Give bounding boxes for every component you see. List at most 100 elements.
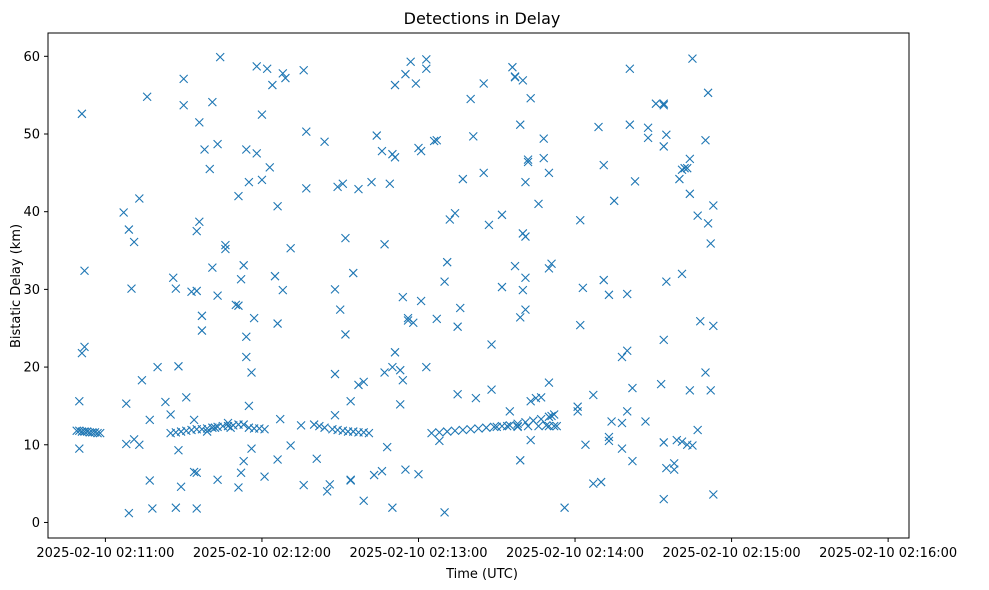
data-point — [395, 399, 405, 409]
data-point — [166, 410, 176, 419]
data-point — [680, 163, 690, 173]
data-point — [672, 435, 682, 445]
data-point — [241, 332, 251, 342]
data-point — [518, 76, 528, 85]
data-point — [466, 424, 476, 434]
data-point — [335, 305, 345, 314]
data-point — [466, 94, 476, 104]
data-point — [377, 466, 387, 476]
data-point — [581, 440, 590, 450]
data-point — [434, 436, 444, 446]
data-point — [239, 260, 249, 270]
data-point — [708, 201, 718, 210]
data-point — [575, 215, 585, 225]
data-point — [213, 475, 222, 485]
data-point — [547, 259, 556, 269]
data-point — [197, 326, 207, 335]
data-point — [320, 137, 329, 147]
data-point — [273, 455, 282, 464]
data-point — [442, 257, 452, 267]
data-point — [95, 428, 105, 438]
data-point — [234, 301, 243, 311]
data-point — [693, 425, 703, 435]
data-point — [628, 383, 637, 393]
y-tick-label: 20 — [23, 361, 40, 376]
data-point — [221, 240, 230, 250]
data-point — [231, 300, 241, 310]
data-point — [398, 375, 408, 385]
data-point — [659, 99, 669, 109]
data-point — [643, 123, 653, 133]
data-point — [677, 437, 687, 447]
data-point — [515, 120, 525, 130]
data-point — [174, 361, 183, 371]
data-point — [273, 201, 282, 211]
data-point — [487, 340, 496, 349]
data-point — [320, 423, 329, 433]
data-point — [505, 406, 515, 416]
data-point — [604, 436, 614, 446]
data-point — [442, 427, 452, 436]
data-point — [416, 146, 426, 156]
x-tick-label: 2025-02-10 02:14:00 — [506, 546, 644, 561]
data-point — [257, 110, 267, 119]
data-point — [669, 465, 679, 475]
data-point — [526, 93, 536, 103]
data-point — [286, 243, 296, 253]
data-point — [429, 136, 439, 146]
data-point — [124, 508, 134, 518]
y-tick-label: 40 — [23, 205, 40, 220]
x-tick-label: 2025-02-10 02:16:00 — [819, 546, 957, 561]
data-point — [354, 380, 363, 390]
data-point — [124, 225, 134, 234]
data-point — [314, 421, 324, 431]
data-point — [411, 79, 421, 88]
data-point — [382, 442, 392, 452]
data-point — [661, 277, 671, 287]
data-point — [421, 64, 431, 74]
data-point — [372, 131, 382, 140]
y-tick-label: 50 — [23, 128, 40, 143]
y-tick-label: 10 — [23, 438, 40, 453]
x-tick-label: 2025-02-10 02:12:00 — [193, 546, 331, 561]
data-point — [189, 415, 199, 425]
data-point — [641, 417, 650, 426]
data-point — [505, 420, 515, 430]
data-point — [651, 99, 661, 109]
data-points-group — [72, 52, 718, 518]
plot-frame — [47, 32, 910, 539]
data-point — [80, 266, 89, 276]
data-point — [388, 503, 397, 513]
data-point — [221, 244, 230, 254]
data-point — [510, 261, 520, 271]
data-point — [484, 220, 494, 230]
data-point — [145, 476, 155, 485]
data-point — [401, 465, 410, 475]
data-point — [526, 435, 536, 445]
data-point — [330, 369, 340, 379]
data-point — [625, 120, 635, 130]
data-point — [440, 277, 449, 287]
data-point — [354, 184, 363, 194]
data-point — [479, 168, 489, 178]
data-point — [523, 421, 533, 431]
data-point — [622, 406, 632, 416]
data-point — [701, 135, 710, 145]
data-point — [607, 417, 616, 426]
data-point — [523, 155, 533, 165]
data-point — [513, 422, 523, 432]
data-point — [207, 263, 217, 273]
data-point — [575, 320, 585, 330]
data-point — [701, 368, 710, 377]
data-point — [270, 271, 280, 281]
data-point — [617, 418, 627, 428]
data-point — [675, 174, 684, 184]
data-point — [325, 480, 335, 489]
data-point — [549, 421, 559, 431]
data-point — [541, 420, 551, 430]
data-point — [247, 444, 256, 454]
data-point — [521, 232, 530, 241]
y-tick-label: 0 — [32, 516, 40, 531]
data-point — [207, 97, 217, 107]
data-point — [656, 379, 666, 389]
